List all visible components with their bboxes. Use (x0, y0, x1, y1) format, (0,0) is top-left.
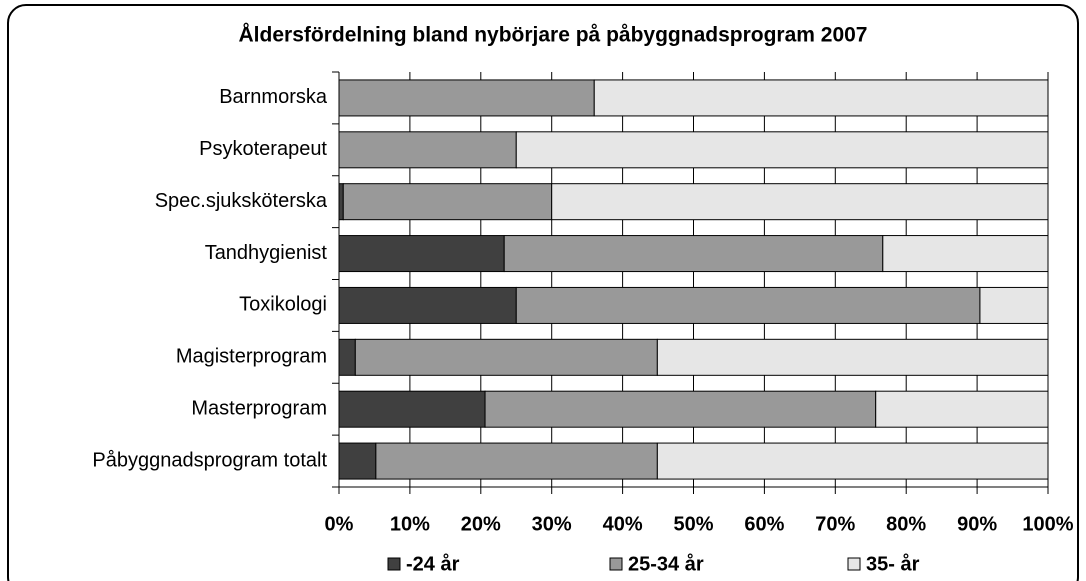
bar-segment (515, 286, 981, 324)
bar-segment (551, 183, 1049, 221)
bar-segment (593, 79, 1049, 117)
bar-segment (338, 442, 377, 480)
x-tick-label: 60% (744, 513, 784, 535)
legend-swatch (387, 557, 401, 571)
y-tick-label: Psykoterapeut (199, 138, 327, 160)
y-tick-label: Spec.sjuksköterska (155, 190, 328, 212)
x-tick-label: 50% (673, 513, 713, 535)
legend-label: -24 år (406, 552, 460, 575)
x-tick-label: 0% (325, 513, 354, 535)
bar-segment (338, 390, 486, 428)
bar-segment (979, 286, 1049, 324)
x-tick-label: 40% (603, 513, 643, 535)
bar-segment (882, 235, 1049, 273)
bar-segment (342, 183, 553, 221)
legend-swatch (847, 557, 861, 571)
bar-segment (338, 235, 505, 273)
bar-segment (338, 183, 344, 221)
x-tick-label: 70% (815, 513, 855, 535)
chart-title: Åldersfördelning bland nybörjare på påby… (239, 23, 868, 47)
x-tick-label: 20% (461, 513, 501, 535)
bar-segment (375, 442, 658, 480)
legend-swatch (609, 557, 623, 571)
bar-segment (484, 390, 877, 428)
x-tick-label: 30% (532, 513, 572, 535)
y-tick-label: Masterprogram (191, 397, 327, 419)
y-tick-label: Toxikologi (239, 294, 327, 316)
bar-segment (338, 131, 517, 169)
bar-segment (515, 131, 1049, 169)
y-tick-label: Barnmorska (219, 86, 328, 108)
y-tick-label: Tandhygienist (205, 242, 328, 264)
x-tick-label: 90% (957, 513, 997, 535)
bar-segment (656, 338, 1049, 376)
y-tick-label: Påbyggnadsprogram totalt (92, 449, 327, 471)
x-tick-label: 10% (390, 513, 430, 535)
legend-label: 25-34 år (628, 552, 704, 575)
bar-segment (875, 390, 1049, 428)
bar-segment (354, 338, 658, 376)
bar-segment (338, 338, 356, 376)
bar-segment (338, 79, 595, 117)
y-tick-label: Magisterprogram (176, 346, 327, 368)
bar-segment (656, 442, 1049, 480)
bar-segment (503, 235, 884, 273)
bar-segment (338, 286, 517, 324)
x-tick-label: 100% (1022, 513, 1073, 535)
legend-label: 35- år (866, 552, 920, 575)
x-tick-label: 80% (886, 513, 926, 535)
